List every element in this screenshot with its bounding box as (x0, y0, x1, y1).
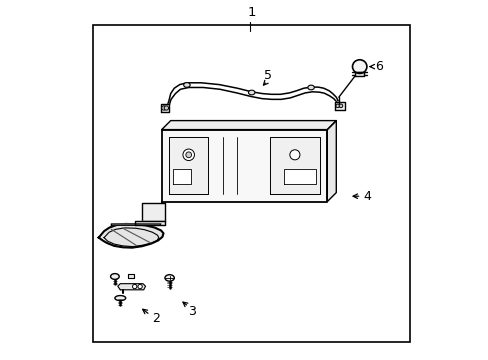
Polygon shape (111, 224, 161, 225)
Circle shape (162, 106, 166, 110)
Circle shape (185, 152, 191, 158)
Polygon shape (162, 130, 326, 202)
Circle shape (289, 150, 299, 160)
Polygon shape (161, 104, 168, 112)
Polygon shape (134, 221, 165, 225)
Ellipse shape (307, 85, 314, 90)
Polygon shape (172, 169, 190, 184)
Polygon shape (118, 284, 145, 290)
Text: 3: 3 (188, 305, 196, 318)
Polygon shape (168, 137, 208, 194)
Ellipse shape (164, 275, 174, 281)
Ellipse shape (115, 296, 125, 301)
Circle shape (132, 284, 137, 289)
Ellipse shape (183, 83, 190, 87)
Polygon shape (326, 121, 336, 202)
Text: 2: 2 (152, 312, 160, 325)
Text: 4: 4 (362, 190, 370, 203)
Text: 5: 5 (264, 69, 271, 82)
Ellipse shape (352, 60, 366, 73)
Circle shape (183, 149, 194, 161)
Polygon shape (99, 224, 163, 248)
Circle shape (138, 284, 142, 289)
Bar (93, 25, 409, 342)
Polygon shape (284, 169, 316, 184)
Polygon shape (127, 274, 133, 278)
Circle shape (335, 104, 339, 108)
Polygon shape (355, 72, 363, 76)
Ellipse shape (248, 90, 254, 95)
Text: 6: 6 (375, 60, 383, 73)
Ellipse shape (110, 274, 119, 279)
Circle shape (164, 106, 168, 110)
Text: 1: 1 (247, 6, 255, 19)
Polygon shape (269, 137, 320, 194)
Circle shape (339, 104, 342, 108)
Polygon shape (162, 121, 336, 130)
Polygon shape (335, 102, 344, 110)
Polygon shape (142, 203, 165, 221)
